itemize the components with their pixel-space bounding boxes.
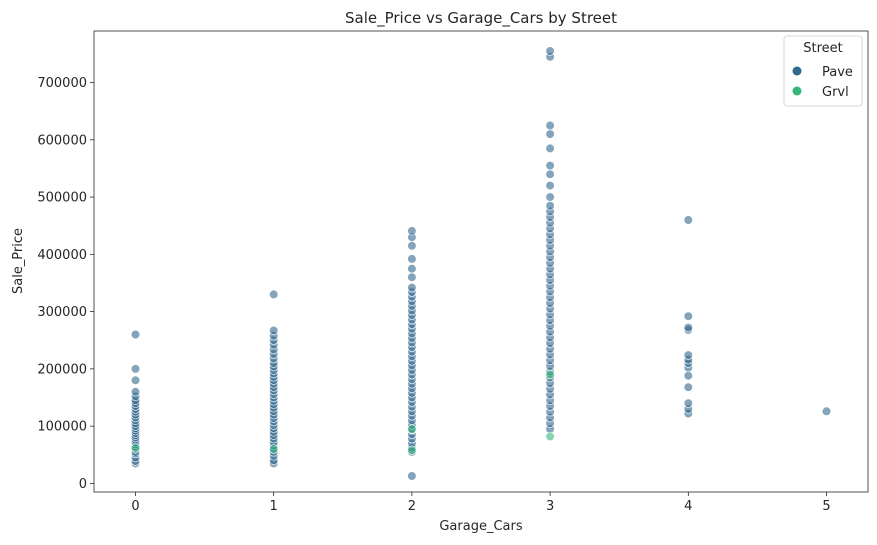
data-point-pave-158 — [545, 120, 555, 131]
data-point-pave-165 — [683, 371, 693, 381]
data-point-pave-106 — [407, 272, 417, 282]
y-tick-label-300000: 300000 — [37, 305, 87, 320]
data-point-pave-157 — [545, 129, 555, 139]
data-point-pave-174 — [821, 406, 832, 416]
data-point-pave-156 — [545, 143, 555, 153]
legend-marker-grvl — [792, 86, 802, 96]
data-point-grvl-4 — [545, 431, 555, 442]
data-point-pave-154 — [545, 169, 555, 179]
y-tick-label-400000: 400000 — [37, 248, 87, 263]
y-tick-label-100000: 100000 — [37, 420, 87, 435]
data-point-pave-28 — [130, 364, 141, 374]
data-point-pave-27 — [130, 375, 141, 385]
data-point-pave-169 — [683, 350, 693, 360]
plot-frame — [93, 30, 869, 493]
data-point-pave-151 — [545, 201, 555, 211]
data-point-pave-67 — [269, 289, 279, 300]
y-tick-label-200000: 200000 — [37, 362, 87, 377]
data-point-pave-163 — [683, 398, 693, 408]
legend-label-grvl: Grvl — [822, 85, 849, 100]
legend-box — [783, 35, 863, 107]
data-point-grvl-0 — [130, 443, 141, 453]
x-axis: 0 1 2 3 4 5 — [131, 492, 831, 514]
data-point-pave-26 — [130, 387, 141, 397]
legend: Street Pave Grvl — [783, 35, 863, 107]
legend-marker-pave — [792, 66, 802, 76]
y-axis: 0 100000 200000 300000 400000 500000 600000 700… — [37, 76, 94, 492]
data-point-pave-152 — [545, 192, 555, 202]
y-tick-label-700000: 700000 — [37, 76, 87, 91]
legend-label-pave: Pave — [822, 65, 853, 80]
data-point-pave-107 — [407, 264, 417, 274]
data-point-pave-108 — [407, 254, 417, 264]
data-point-pave-164 — [683, 382, 693, 392]
y-axis-label: Sale_Price — [11, 228, 26, 294]
y-tick-label-500000: 500000 — [37, 191, 87, 206]
data-point-pave-109 — [407, 241, 417, 251]
data-point-pave-171 — [683, 323, 693, 333]
data-point-pave-155 — [545, 161, 555, 171]
data-point-pave-29 — [130, 329, 141, 340]
data-point-pave-66 — [269, 325, 279, 336]
data-point-grvl-5 — [545, 370, 555, 380]
data-point-pave-173 — [683, 215, 693, 225]
data-point-grvl-3 — [407, 424, 417, 434]
legend-title: Street — [803, 41, 843, 56]
x-tick-label-3: 3 — [546, 499, 554, 514]
data-point-grvl-1 — [269, 444, 279, 454]
x-tick-label-0: 0 — [131, 499, 139, 514]
data-point-pave-105 — [407, 283, 417, 293]
data-point-grvl-2 — [407, 445, 417, 455]
y-tick-label-0: 0 — [79, 477, 87, 492]
data-point-pave-153 — [545, 181, 555, 191]
data-point-pave-172 — [683, 311, 693, 321]
chart-title: Sale_Price vs Garage_Cars by Street — [345, 9, 617, 28]
x-axis-label: Garage_Cars — [439, 519, 522, 534]
x-tick-label-2: 2 — [408, 499, 416, 514]
data-point-pave-111 — [407, 226, 417, 236]
data-point-pave-160 — [545, 46, 555, 56]
x-tick-label-5: 5 — [822, 499, 830, 514]
x-tick-label-4: 4 — [684, 499, 692, 514]
y-tick-label-600000: 600000 — [37, 133, 87, 148]
data-point-pave-68 — [407, 471, 417, 481]
x-tick-label-1: 1 — [270, 499, 278, 514]
points-layer — [130, 46, 832, 481]
